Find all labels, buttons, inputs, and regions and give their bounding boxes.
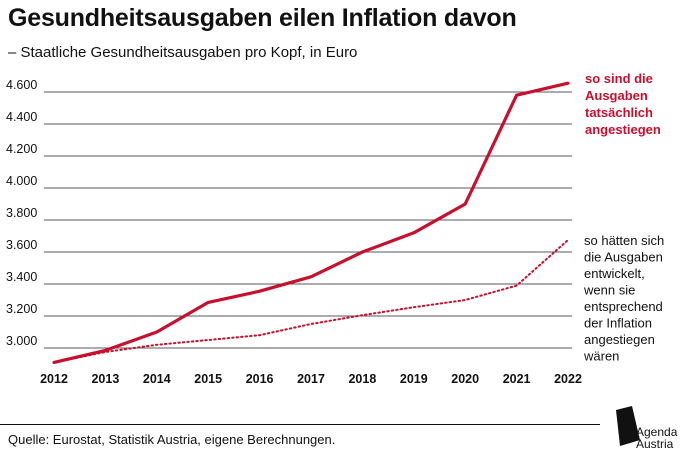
x-tick-label: 2017 xyxy=(297,372,325,386)
annotation-line: der Inflation xyxy=(584,316,652,331)
logo-text: Agenda Austria xyxy=(636,426,677,450)
logo-line-2: Austria xyxy=(636,437,674,451)
y-tick-label: 4.000 xyxy=(6,174,37,188)
x-tick-label: 2012 xyxy=(40,372,68,386)
annotations: so sind die Ausgaben tatsächlich angestiege… xyxy=(583,71,664,364)
annotation-line: so hätten sich xyxy=(584,233,664,248)
y-tick-label: 4.600 xyxy=(6,78,37,92)
annotation-line: wenn sie xyxy=(583,283,635,298)
grid-lines xyxy=(44,91,572,349)
x-tick-label: 2020 xyxy=(451,372,479,386)
x-axis-ticks: 2012 2013 2014 2015 2016 2017 2018 2019 2020 2021… xyxy=(40,372,582,386)
series-inflation-line xyxy=(53,239,569,364)
annotation-line: tatsächlich xyxy=(585,105,653,120)
x-tick-label: 2019 xyxy=(400,372,428,386)
x-tick-label: 2022 xyxy=(554,372,582,386)
annotation-line: angestiegen xyxy=(584,332,655,347)
agenda-austria-logo: Agenda Austria xyxy=(612,404,677,450)
annotation-line: wären xyxy=(583,349,619,364)
y-tick-label: 3.400 xyxy=(6,270,37,284)
series-actual-line xyxy=(52,81,570,364)
x-tick-label: 2018 xyxy=(348,372,376,386)
annotation-line: angestiegen xyxy=(585,122,661,137)
x-tick-label: 2013 xyxy=(91,372,119,386)
annotation-actual: so sind die Ausgaben tatsächlich angestiege… xyxy=(585,71,661,137)
footer-divider xyxy=(0,424,600,425)
chart-subtitle: – Staatliche Gesundheitsausgaben pro Kop… xyxy=(8,44,358,61)
chart-title: Gesundheitsausgaben eilen Inflation davo… xyxy=(8,4,517,32)
logo-line-1: Agenda xyxy=(636,425,678,439)
series-lines xyxy=(52,81,570,364)
annotation-line: entsprechend xyxy=(584,299,663,314)
line-chart: 3.000 3.200 3.400 3.600 3.800 4.000 4.200 4.400… xyxy=(6,71,664,386)
x-tick-label: 2014 xyxy=(143,372,171,386)
annotation-inflation: so hätten sich die Ausgaben entwickelt, wen… xyxy=(583,233,664,364)
y-tick-label: 3.800 xyxy=(6,206,37,220)
annotation-line: entwickelt, xyxy=(584,266,645,281)
x-tick-label: 2015 xyxy=(194,372,222,386)
annotation-line: Ausgaben xyxy=(585,88,648,103)
y-tick-label: 4.400 xyxy=(6,110,37,124)
x-tick-label: 2016 xyxy=(246,372,274,386)
y-axis-ticks: 3.000 3.200 3.400 3.600 3.800 4.000 4.200 4.400… xyxy=(6,78,37,348)
x-tick-label: 2021 xyxy=(503,372,531,386)
annotation-line: so sind die xyxy=(585,71,653,86)
source-note: Quelle: Eurostat, Statistik Austria, eig… xyxy=(8,432,336,447)
annotation-line: die Ausgaben xyxy=(584,250,663,265)
y-tick-label: 3.600 xyxy=(6,238,37,252)
logo-mark-icon xyxy=(616,406,640,446)
y-tick-label: 4.200 xyxy=(6,142,37,156)
y-tick-label: 3.200 xyxy=(6,302,37,316)
y-tick-label: 3.000 xyxy=(6,334,37,348)
